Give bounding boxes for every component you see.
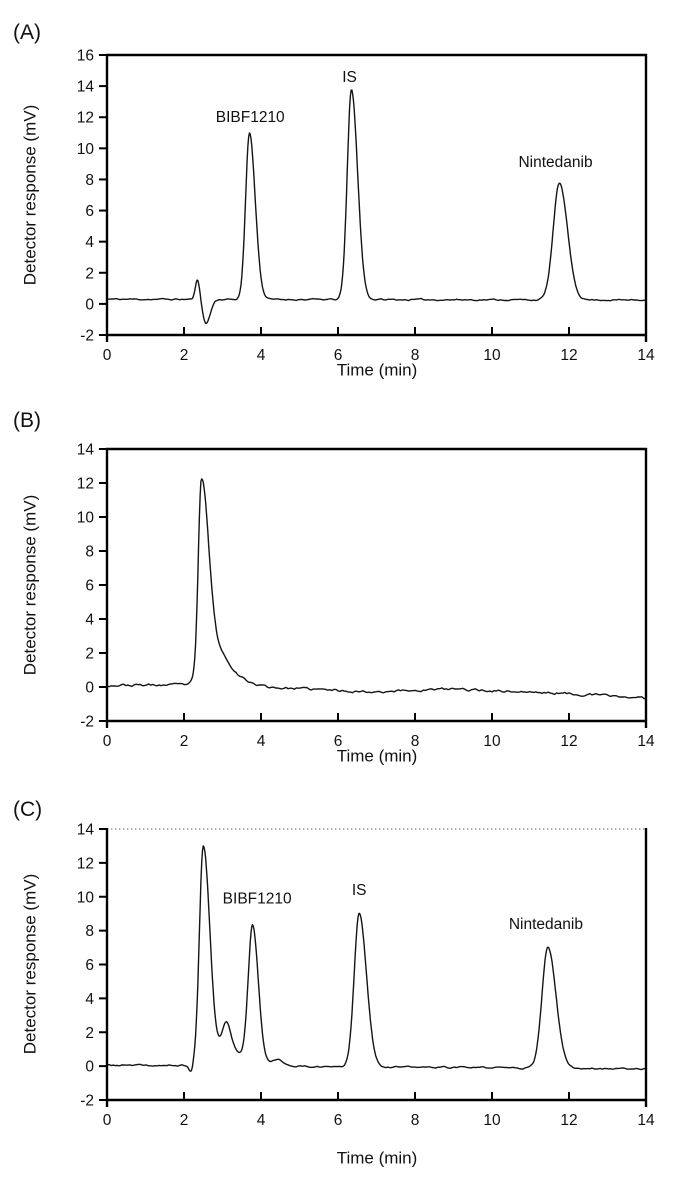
panel-b-plot: -2 0 2 4 6 8 10 12 14 0 2 4 6 8 10 12 14 xyxy=(77,442,655,751)
x-tick-label: 12 xyxy=(560,347,577,364)
panel-a-plot: -2 0 2 4 6 8 10 12 14 16 0 2 4 6 8 10 12 14 BIBF1210 IS Nint… xyxy=(77,48,655,365)
x-tick-label: 2 xyxy=(180,347,189,364)
chromatogram-trace xyxy=(108,478,645,700)
y-tick-label: -2 xyxy=(80,1093,94,1110)
y-tick-label: 4 xyxy=(85,991,94,1008)
y-axis-title-a: Detector response (mV) xyxy=(20,104,40,286)
panel-c-plot: -2 0 2 4 6 8 10 12 14 0 2 4 6 8 10 12 14 BIBF1210 IS Ninted… xyxy=(77,822,655,1130)
y-tick-label: 2 xyxy=(85,1025,94,1042)
y-axis-title-b: Detector response (mV) xyxy=(20,494,40,676)
x-tick-label: 8 xyxy=(411,1112,420,1129)
y-tick-label: 12 xyxy=(77,855,94,872)
y-tick-label: 0 xyxy=(85,296,94,313)
chromatogram-trace xyxy=(108,845,645,1072)
y-tick-label: 12 xyxy=(77,476,94,493)
x-tick-label: 2 xyxy=(180,733,189,750)
x-tick-label: 8 xyxy=(411,347,420,364)
y-tick-label: 8 xyxy=(85,172,94,189)
y-tick-label: 6 xyxy=(85,957,94,974)
y-tick-label: 14 xyxy=(77,822,95,839)
peak-label-is: IS xyxy=(352,882,367,899)
y-axis-title-c: Detector response (mV) xyxy=(20,873,40,1055)
peak-label-bibf1210: BIBF1210 xyxy=(216,109,285,126)
x-axis-title-a: Time (min) xyxy=(336,360,418,380)
x-tick-label: 10 xyxy=(483,1112,501,1129)
x-tick-label: 4 xyxy=(257,347,266,364)
x-axis-title-b: Time (min) xyxy=(336,746,418,766)
y-tick-label: 6 xyxy=(85,203,94,220)
y-tick-label: 0 xyxy=(85,1059,94,1076)
x-tick-label: 12 xyxy=(560,733,577,750)
y-tick-label: 16 xyxy=(77,48,94,65)
chromatogram-trace xyxy=(108,89,645,325)
x-tick-label: 4 xyxy=(257,733,266,750)
axis-box: -2 0 2 4 6 8 10 12 14 0 2 4 6 8 10 12 14 xyxy=(77,822,655,1130)
axis-box: -2 0 2 4 6 8 10 12 14 0 2 4 6 8 10 12 14 xyxy=(77,442,655,751)
x-tick-label: 6 xyxy=(334,347,343,364)
x-tick-label: 10 xyxy=(483,347,501,364)
y-tick-label: -2 xyxy=(80,328,94,345)
x-tick-label: 12 xyxy=(560,1112,577,1129)
panel-label-b: (B) xyxy=(13,409,41,432)
x-tick-label: 2 xyxy=(180,1112,189,1129)
x-tick-label: 0 xyxy=(103,347,112,364)
x-tick-label: 14 xyxy=(637,733,655,750)
panel-label-a: (A) xyxy=(13,21,41,44)
y-tick-label: 6 xyxy=(85,578,94,595)
y-tick-label: 8 xyxy=(85,544,94,561)
x-tick-label: 10 xyxy=(483,733,501,750)
peak-label-nintedanib: Nintedanib xyxy=(509,916,583,933)
y-tick-label: 10 xyxy=(77,510,95,527)
axis-box: -2 0 2 4 6 8 10 12 14 16 0 2 4 6 8 10 12 14 xyxy=(77,48,655,365)
y-tick-label: 4 xyxy=(85,234,94,251)
x-tick-label: 6 xyxy=(334,1112,343,1129)
peak-label-is: IS xyxy=(342,69,357,86)
x-tick-label: 14 xyxy=(637,1112,655,1129)
peak-label-nintedanib: Nintedanib xyxy=(518,154,592,171)
y-tick-label: 4 xyxy=(85,612,94,629)
peak-label-bibf1210: BIBF1210 xyxy=(223,891,292,908)
y-tick-label: 0 xyxy=(85,680,94,697)
y-tick-label: 14 xyxy=(77,79,95,96)
y-tick-label: 10 xyxy=(77,141,95,158)
x-tick-label: 6 xyxy=(334,733,343,750)
x-axis-title-c: Time (min) xyxy=(336,1148,418,1168)
x-tick-label: 0 xyxy=(103,733,112,750)
y-tick-label: 10 xyxy=(77,889,95,906)
x-tick-label: 14 xyxy=(637,347,655,364)
y-tick-label: 2 xyxy=(85,265,94,282)
y-tick-label: 12 xyxy=(77,110,94,127)
y-tick-label: 8 xyxy=(85,923,94,940)
y-tick-label: 2 xyxy=(85,646,94,663)
y-tick-label: -2 xyxy=(80,714,94,731)
panel-label-c: (C) xyxy=(13,798,43,821)
x-tick-label: 4 xyxy=(257,1112,266,1129)
y-tick-label: 14 xyxy=(77,442,95,459)
x-tick-label: 0 xyxy=(103,1112,112,1129)
x-tick-label: 8 xyxy=(411,733,420,750)
